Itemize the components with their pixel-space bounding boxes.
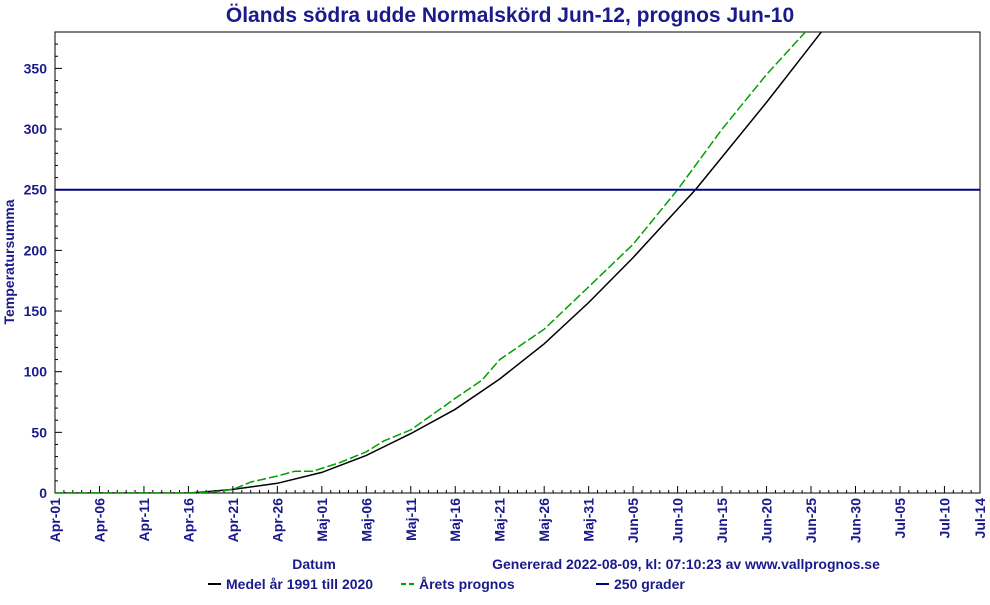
series-line-medel-r-1991-till-2020 — [55, 32, 823, 493]
legend: Medel år 1991 till 2020 Årets prognos 250 … — [208, 576, 685, 592]
x-tick-label: Jun-25 — [803, 498, 819, 543]
x-tick-label: Maj-11 — [403, 498, 419, 541]
x-tick-label: Jun-20 — [759, 498, 775, 543]
x-tick-label: Maj-21 — [492, 498, 508, 542]
x-tick-label: Jul-14 — [972, 498, 988, 539]
x-tick-label: Maj-26 — [536, 498, 552, 542]
y-tick-label: 200 — [24, 242, 48, 258]
x-tick-label: Apr-06 — [91, 498, 107, 543]
legend-label: Årets prognos — [419, 576, 515, 592]
x-tick-label: Jun-15 — [714, 498, 730, 543]
x-axis: Apr-01 Apr-06 Apr-11 Apr-16 Apr-21 Apr-26 Maj-… — [47, 486, 988, 543]
y-tick-label: 0 — [39, 485, 47, 501]
x-tick-label: Apr-16 — [180, 498, 196, 543]
y-axis-label: Temperatursumma — [1, 199, 17, 324]
y-tick-label: 350 — [24, 60, 48, 76]
x-tick-label: Apr-21 — [225, 498, 241, 543]
x-tick-label: Jul-10 — [936, 498, 952, 539]
x-tick-label: Maj-31 — [581, 498, 597, 542]
chart-title: Ölands södra udde Normalskörd Jun-12, pr… — [226, 4, 794, 27]
x-tick-label: Maj-16 — [447, 498, 463, 542]
x-tick-label: Maj-01 — [314, 498, 330, 542]
y-tick-label: 300 — [24, 121, 48, 137]
x-tick-label: Apr-01 — [47, 498, 63, 543]
legend-label: Medel år 1991 till 2020 — [226, 576, 373, 592]
x-tick-label: Maj-06 — [358, 498, 374, 542]
y-tick-label: 50 — [31, 424, 47, 440]
plot-area — [54, 31, 981, 494]
y-tick-label: 100 — [24, 364, 48, 380]
x-tick-label: Apr-11 — [136, 498, 152, 542]
x-tick-label: Jun-30 — [847, 498, 863, 543]
x-tick-label: Jun-10 — [670, 498, 686, 543]
x-tick-label: Apr-26 — [269, 498, 285, 543]
series-line--rets-prognos — [55, 32, 807, 493]
legend-entry: Medel år 1991 till 2020 — [208, 576, 373, 592]
x-axis-label: Datum — [292, 556, 336, 572]
y-tick-label: 250 — [24, 182, 48, 198]
x-tick-label: Jun-05 — [625, 498, 641, 543]
legend-entry: Årets prognos — [401, 576, 515, 592]
legend-label: 250 grader — [614, 576, 685, 592]
generated-note: Genererad 2022-08-09, kl: 07:10:23 av ww… — [492, 556, 880, 572]
series-layer — [55, 32, 980, 493]
legend-entry: 250 grader — [596, 576, 685, 592]
y-tick-label: 150 — [24, 303, 48, 319]
x-tick-label: Jul-05 — [892, 498, 908, 539]
